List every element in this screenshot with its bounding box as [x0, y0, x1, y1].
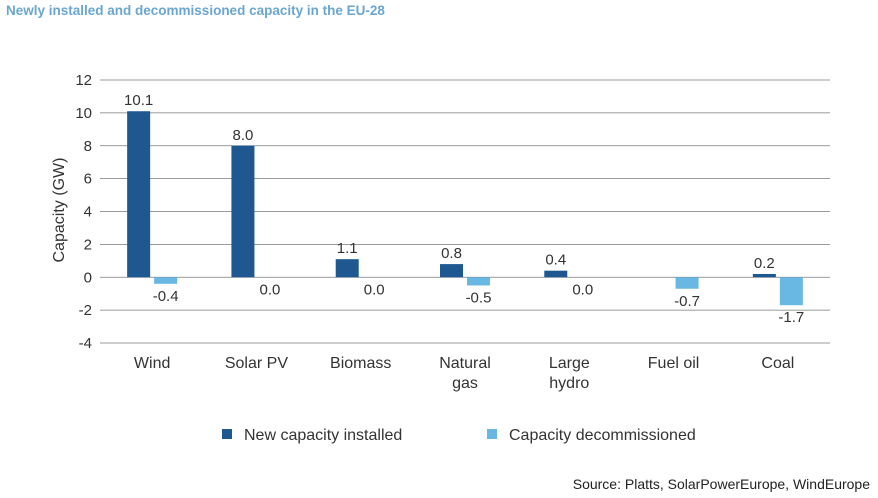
- bar-installed: [544, 270, 568, 278]
- bar-installed: [127, 111, 151, 278]
- bar-decommissioned: [154, 277, 178, 284]
- y-tick-label: 8: [84, 138, 92, 155]
- legend-label: New capacity installed: [244, 427, 402, 444]
- category-label: gas: [452, 375, 478, 392]
- y-axis: -4 -2 0 2 4 6 8 10 12: [75, 72, 92, 352]
- y-tick-label: 0: [84, 269, 92, 286]
- category-label: hydro: [549, 375, 589, 392]
- y-tick-label: 10: [75, 105, 92, 122]
- y-tick-label: 12: [75, 72, 92, 89]
- bar-installed: [752, 273, 776, 278]
- category-label: Natural: [439, 355, 491, 372]
- legend: New capacity installed Capacity decommiss…: [222, 427, 696, 444]
- y-tick-label: -2: [79, 302, 92, 319]
- category-label: Large: [549, 355, 590, 372]
- data-label: 0.8: [441, 245, 462, 262]
- grid-lines: [100, 79, 830, 344]
- data-label: -1.7: [778, 309, 804, 326]
- data-label: 0.4: [545, 252, 566, 269]
- y-tick-label: 2: [84, 236, 92, 253]
- data-label: -0.4: [153, 288, 179, 305]
- x-axis: Wind Solar PV Biomass Natural gas Large hydro F…: [134, 355, 794, 392]
- data-labels: 10.1 -0.4 8.0 0.0 1.1 0.0 0.8 -0.5 0.4 0.0 -0.7 0.2…: [124, 92, 804, 326]
- legend-swatch: [222, 429, 232, 439]
- bar-decommissioned: [467, 277, 490, 286]
- category-label: Biomass: [330, 355, 391, 372]
- data-label: 0.0: [364, 281, 385, 298]
- data-label: 0.2: [754, 255, 775, 272]
- category-label: Solar PV: [225, 355, 288, 372]
- bar-installed: [335, 259, 359, 278]
- bars: [127, 111, 803, 306]
- data-label: 1.1: [337, 240, 358, 257]
- y-tick-label: 6: [84, 171, 92, 188]
- legend-label: Capacity decommissioned: [509, 427, 696, 444]
- data-label: -0.5: [466, 289, 492, 306]
- data-label: -0.7: [674, 293, 700, 310]
- category-label: Coal: [761, 355, 794, 372]
- y-axis-label: Capacity (GW): [51, 158, 68, 263]
- y-tick-label: 4: [84, 204, 92, 221]
- y-tick-label: -4: [79, 335, 92, 352]
- bar-decommissioned: [675, 277, 699, 289]
- data-label: 0.0: [572, 281, 593, 298]
- data-label: 10.1: [124, 92, 153, 109]
- data-label: 8.0: [232, 127, 253, 144]
- category-label: Wind: [134, 355, 170, 372]
- source-note: Source: Platts, SolarPowerEurope, WindEu…: [572, 476, 870, 492]
- chart-title: Newly installed and decommissioned capac…: [6, 3, 385, 18]
- bar-installed: [231, 145, 255, 278]
- category-label: Fuel oil: [648, 355, 700, 372]
- data-label: 0.0: [259, 281, 280, 298]
- legend-swatch: [487, 429, 497, 439]
- bar-installed: [440, 264, 463, 278]
- bar-decommissioned: [779, 277, 803, 306]
